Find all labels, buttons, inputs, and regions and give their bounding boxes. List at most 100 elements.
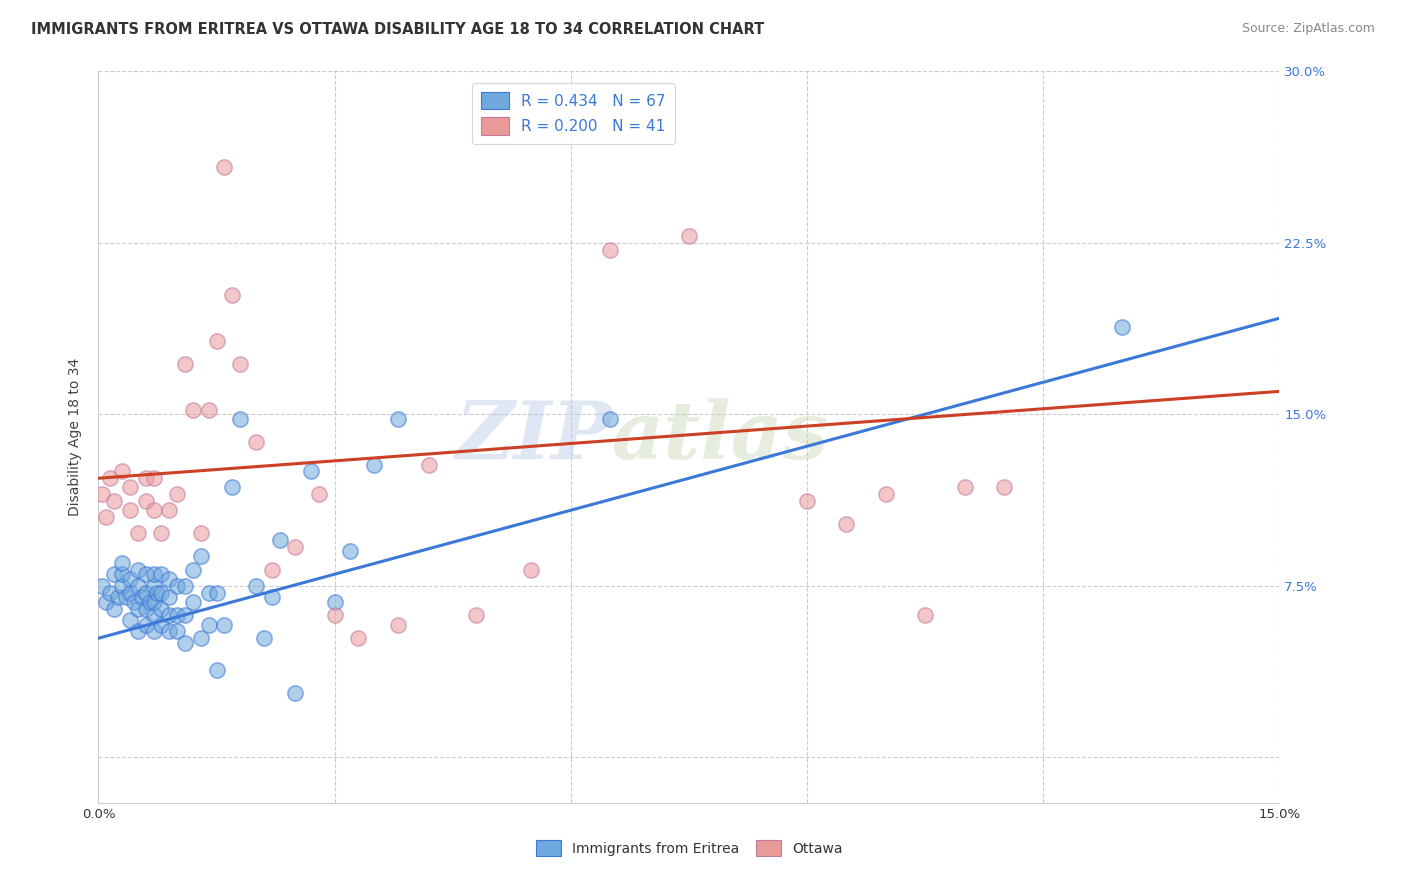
Point bbox=[875, 487, 897, 501]
Point bbox=[166, 624, 188, 639]
Point bbox=[157, 572, 180, 586]
Point bbox=[118, 572, 141, 586]
Text: IMMIGRANTS FROM ERITREA VS OTTAWA DISABILITY AGE 18 TO 34 CORRELATION CHART: IMMIGRANTS FROM ERITREA VS OTTAWA DISABI… bbox=[31, 22, 765, 37]
Point bbox=[174, 579, 197, 593]
Point bbox=[599, 412, 621, 426]
Point bbox=[142, 567, 165, 582]
Point bbox=[245, 434, 267, 449]
Point bbox=[174, 636, 197, 650]
Point bbox=[953, 480, 976, 494]
Point bbox=[835, 516, 858, 531]
Point bbox=[118, 503, 141, 517]
Point bbox=[284, 540, 307, 554]
Point bbox=[142, 471, 165, 485]
Point bbox=[91, 487, 114, 501]
Point bbox=[205, 334, 228, 348]
Point bbox=[339, 544, 361, 558]
Point bbox=[190, 526, 212, 541]
Point bbox=[103, 494, 125, 508]
Point bbox=[111, 556, 134, 570]
Legend: Immigrants from Eritrea, Ottawa: Immigrants from Eritrea, Ottawa bbox=[530, 835, 848, 862]
Point bbox=[142, 579, 165, 593]
Point bbox=[796, 494, 818, 508]
Point bbox=[269, 533, 291, 547]
Point bbox=[190, 632, 212, 646]
Point bbox=[127, 579, 149, 593]
Point bbox=[111, 464, 134, 478]
Point bbox=[214, 161, 236, 175]
Point bbox=[146, 585, 169, 599]
Point bbox=[122, 594, 145, 608]
Point bbox=[103, 567, 125, 582]
Point bbox=[166, 487, 188, 501]
Point bbox=[387, 412, 409, 426]
Point bbox=[142, 608, 165, 623]
Point bbox=[127, 624, 149, 639]
Point bbox=[993, 480, 1015, 494]
Point bbox=[260, 563, 283, 577]
Point bbox=[181, 402, 204, 417]
Point bbox=[205, 663, 228, 677]
Point bbox=[157, 624, 180, 639]
Point bbox=[205, 585, 228, 599]
Point bbox=[599, 243, 621, 257]
Point bbox=[166, 608, 188, 623]
Point bbox=[111, 567, 134, 582]
Y-axis label: Disability Age 18 to 34: Disability Age 18 to 34 bbox=[69, 358, 83, 516]
Point bbox=[91, 579, 114, 593]
Point bbox=[142, 624, 165, 639]
Point bbox=[98, 471, 121, 485]
Point bbox=[181, 563, 204, 577]
Point bbox=[96, 510, 118, 524]
Point bbox=[221, 288, 243, 302]
Text: ZIP: ZIP bbox=[456, 399, 612, 475]
Point bbox=[323, 594, 346, 608]
Point bbox=[115, 590, 138, 604]
Point bbox=[142, 594, 165, 608]
Point bbox=[299, 464, 322, 478]
Point bbox=[135, 617, 157, 632]
Text: atlas: atlas bbox=[612, 399, 830, 475]
Point bbox=[150, 567, 173, 582]
Point bbox=[166, 579, 188, 593]
Point bbox=[157, 608, 180, 623]
Text: Source: ZipAtlas.com: Source: ZipAtlas.com bbox=[1241, 22, 1375, 36]
Point bbox=[150, 601, 173, 615]
Point bbox=[190, 549, 212, 563]
Point bbox=[111, 579, 134, 593]
Point bbox=[260, 590, 283, 604]
Point bbox=[418, 458, 440, 472]
Point bbox=[245, 579, 267, 593]
Point bbox=[520, 563, 543, 577]
Point bbox=[127, 563, 149, 577]
Point bbox=[150, 526, 173, 541]
Point bbox=[174, 357, 197, 371]
Point bbox=[135, 471, 157, 485]
Point bbox=[107, 590, 129, 604]
Point bbox=[138, 594, 160, 608]
Point bbox=[157, 590, 180, 604]
Point bbox=[253, 632, 276, 646]
Point bbox=[98, 585, 121, 599]
Point bbox=[197, 617, 219, 632]
Point bbox=[135, 585, 157, 599]
Point bbox=[347, 632, 370, 646]
Point bbox=[181, 594, 204, 608]
Point bbox=[197, 585, 219, 599]
Point bbox=[363, 458, 385, 472]
Point bbox=[308, 487, 330, 501]
Point bbox=[118, 613, 141, 627]
Point bbox=[157, 503, 180, 517]
Point bbox=[127, 526, 149, 541]
Point bbox=[229, 357, 252, 371]
Point bbox=[96, 594, 118, 608]
Point bbox=[323, 608, 346, 623]
Point bbox=[135, 494, 157, 508]
Point bbox=[214, 617, 236, 632]
Point bbox=[131, 590, 153, 604]
Point bbox=[142, 503, 165, 517]
Point bbox=[229, 412, 252, 426]
Point bbox=[284, 686, 307, 700]
Point bbox=[465, 608, 488, 623]
Point bbox=[135, 567, 157, 582]
